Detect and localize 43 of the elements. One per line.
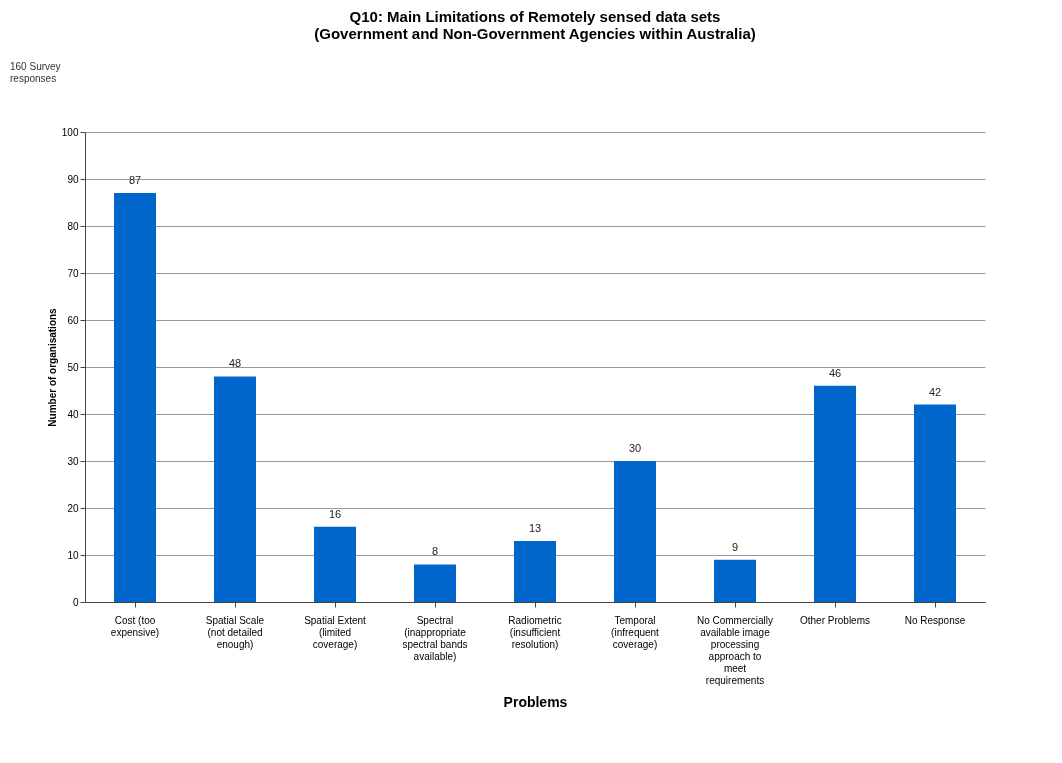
x-tick-label: Spectral (inappropriate spectral bands available) [402, 614, 468, 662]
y-tick-label: 80 [67, 220, 79, 232]
x-tick-label: Cost (too expensive) [110, 614, 160, 638]
y-axis-title: Number of organisations [46, 307, 58, 427]
data-label: 87 [128, 174, 142, 187]
y-tick-label: 70 [67, 267, 79, 279]
bar [214, 376, 256, 602]
bar [714, 559, 756, 602]
x-tick-label: Other Problems [799, 614, 871, 626]
x-tick-label: Radiometric (insufficient resolution) [508, 614, 562, 650]
text: (Government and Non-Government Agencies within Australia) [314, 25, 756, 42]
x-tick-label: No Response [904, 614, 966, 626]
y-tick-label: 30 [67, 455, 79, 467]
y-tick-label: 50 [67, 361, 79, 373]
y-tick-label: 40 [67, 408, 79, 420]
bar [114, 193, 156, 602]
y-tick-label: 0 [72, 596, 79, 608]
data-label: 13 [528, 521, 542, 534]
text: 160 Survey responses [10, 61, 61, 84]
bar [314, 526, 356, 602]
data-label: 16 [328, 507, 342, 520]
y-tick-label: 60 [67, 314, 79, 326]
bar [514, 540, 556, 602]
data-label: 48 [228, 357, 242, 370]
x-tick-label: Spatial Scale (not detailed enough) [205, 614, 265, 650]
bar [914, 404, 956, 602]
y-tick-label: 20 [67, 502, 79, 514]
y-tick-label: 100 [61, 126, 79, 138]
bar [614, 461, 656, 602]
data-label: 46 [828, 366, 842, 379]
data-label: 30 [628, 442, 642, 454]
data-label: 8 [431, 545, 439, 558]
x-tick-label: Spatial Extent (limited coverage) [304, 614, 367, 650]
text: Q10: Main Limitations of Remotely sensed data sets [349, 8, 721, 25]
bar [814, 385, 856, 602]
data-label: 9 [731, 540, 739, 553]
x-axis-title: Problems [503, 693, 568, 710]
bar [414, 564, 456, 602]
y-tick-label: 10 [67, 549, 79, 561]
data-label: 42 [928, 385, 942, 398]
x-tick-label: Temporal (infrequent coverage) [611, 614, 660, 650]
y-tick-label: 90 [67, 173, 79, 185]
x-tick-label: No Commercially available image processing approach to meet requirements [696, 614, 774, 686]
